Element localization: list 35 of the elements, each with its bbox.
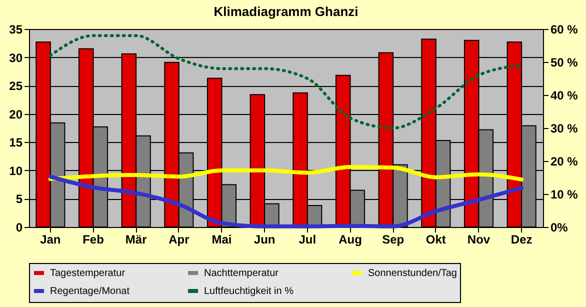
y-tick-label: 35 (9, 22, 23, 36)
legend-label: Tagestemperatur (50, 268, 126, 279)
x-tick-label: Jun (254, 232, 276, 246)
line-series (48, 165, 524, 182)
chart-title: Klimadiagramm Ghanzi (214, 4, 358, 19)
x-tick-label: Feb (82, 232, 104, 246)
y2-tick-label: 10 % (550, 188, 578, 202)
legend-label: Luftfeuchtigkeit in % (204, 286, 294, 297)
y-tick-label: 30 (9, 50, 23, 65)
y2-tick-label: 20 % (550, 154, 578, 168)
y2-tick-label: 40 % (550, 88, 578, 102)
x-tick-label: Mär (125, 232, 148, 246)
x-tick-label: Aug (338, 232, 362, 246)
y2-tick-label: 50 % (550, 56, 578, 70)
x-tick-label: Dez (510, 232, 532, 246)
y-tick-label: 0 (16, 220, 23, 234)
x-tick-label: Nov (467, 232, 490, 246)
x-tick-label: Apr (168, 232, 190, 246)
y2-tick-label: 30 % (550, 122, 578, 136)
y-tick-label: 15 (9, 136, 23, 150)
y2-tick-label: 0% (550, 220, 568, 234)
x-tick-label: Jan (40, 232, 61, 246)
y-tick-label: 10 (9, 164, 23, 178)
y-tick-label: 5 (16, 192, 23, 206)
legend-label: Nachttemperatur (204, 268, 280, 279)
x-tick-label: Jul (298, 232, 316, 246)
legend-label: Sonnenstunden/Tag (368, 268, 457, 279)
line-series (48, 174, 524, 228)
legend-label: Regentage/Monat (50, 286, 130, 297)
y-tick-label: 20 (9, 107, 23, 122)
x-tick-label: Mai (212, 232, 232, 246)
x-tick-label: Sep (382, 232, 404, 246)
y2-tick-label: 60 % (550, 22, 578, 36)
x-tick-label: Okt (426, 232, 446, 246)
y-tick-label: 25 (9, 79, 23, 94)
